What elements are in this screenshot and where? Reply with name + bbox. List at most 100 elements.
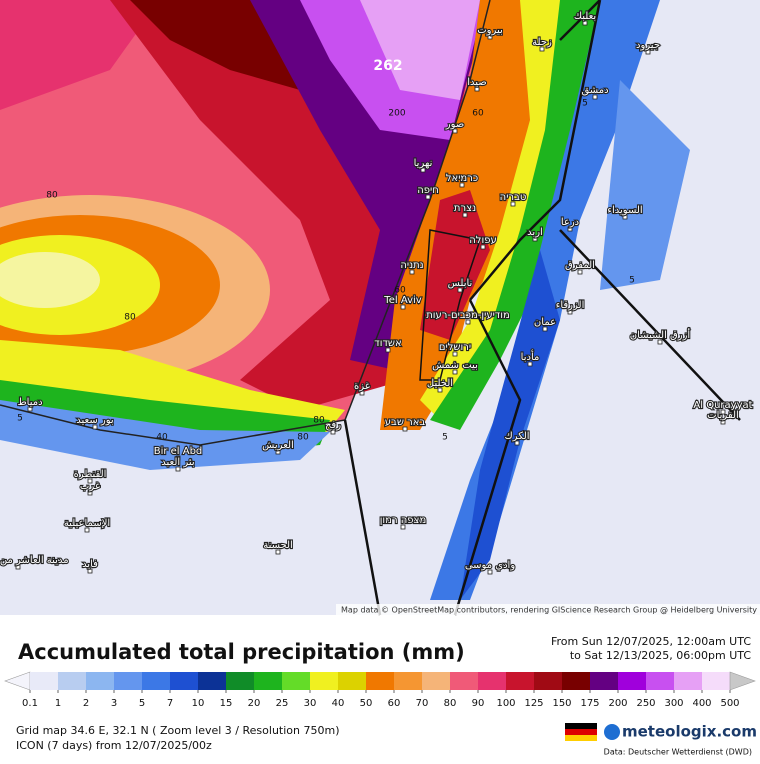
bar-arrow-low <box>4 671 31 691</box>
place-dot <box>457 287 463 293</box>
color-cell <box>114 672 143 690</box>
place-label: درعا <box>561 217 579 228</box>
place-dot <box>400 304 406 310</box>
place-label: دمياط <box>17 397 42 408</box>
place-dot <box>92 424 98 430</box>
place-label: الكرك <box>504 431 529 442</box>
place-dot <box>437 387 443 393</box>
place-label: دمشق <box>581 85 608 96</box>
model-info: ICON (7 days) from 12/07/2025/00z <box>16 739 212 752</box>
place-label: Al Qurayyat <box>693 400 752 411</box>
place-dot <box>330 429 336 435</box>
place-label: بيت شمش <box>432 360 478 371</box>
contour-label: 262 <box>373 58 402 74</box>
place-label: زحلة <box>532 37 552 48</box>
place-dot <box>542 326 548 332</box>
place-label: מודיעין-מכבים-רעות <box>426 310 510 321</box>
legend-tick-label: 40 <box>332 698 345 709</box>
legend-tick-label: 5 <box>139 698 145 709</box>
place-label: نهريا <box>414 158 433 169</box>
place-label: المفرق <box>565 260 595 271</box>
contour-label: 5 <box>582 99 588 109</box>
place-label: فايد <box>82 559 98 570</box>
contour-label: 60 <box>394 286 406 296</box>
legend-tick-label: 70 <box>416 698 429 709</box>
place-label: صور <box>445 119 465 130</box>
place-dot <box>87 478 93 484</box>
place-label: نابلس <box>448 278 473 289</box>
bar-arrow-high <box>729 671 756 691</box>
place-label: באר שבע <box>385 417 426 428</box>
place-dot <box>487 569 493 575</box>
place-dot <box>459 182 465 188</box>
place-dot <box>452 128 458 134</box>
place-dot <box>15 564 21 570</box>
place-label: כרמיאל <box>446 173 478 184</box>
legend-tick-label: 175 <box>580 698 599 709</box>
place-dot <box>452 351 458 357</box>
place-dot <box>657 339 663 345</box>
legend-tick-label: 300 <box>664 698 683 709</box>
legend-tick-label: 7 <box>167 698 173 709</box>
place-label: Bir el Abd <box>154 446 203 457</box>
place-label: صيدا <box>467 77 487 88</box>
place-dot <box>409 269 415 275</box>
contour-label: 80 <box>124 313 136 323</box>
place-dot <box>87 490 93 496</box>
color-cell <box>590 672 619 690</box>
place-label: נצרת <box>454 203 476 214</box>
contour-label: 80 <box>46 191 58 201</box>
place-label: أزرق الشيشان <box>630 328 691 341</box>
place-label: الخليل <box>427 378 453 389</box>
legend-tick-label: 125 <box>524 698 543 709</box>
legend-tick-label: 150 <box>552 698 571 709</box>
legend-tick-label: 3 <box>111 698 117 709</box>
place-dot <box>622 214 628 220</box>
place-dot <box>592 94 598 100</box>
source: Data: Deutscher Wetterdienst (DWD) <box>604 748 752 757</box>
color-cell <box>226 672 255 690</box>
place-label: غزة <box>354 381 370 392</box>
place-label: القريات <box>707 410 739 421</box>
place-dot <box>582 20 588 26</box>
place-label: الإسماعيلية <box>64 518 110 529</box>
place-label: بئر العبد <box>161 457 194 468</box>
contour-label: 5 <box>629 276 635 286</box>
place-dot <box>425 194 431 200</box>
contour-label: 60 <box>472 109 484 119</box>
place-dot <box>275 449 281 455</box>
place-label: טבריה <box>500 192 527 203</box>
brand: meteologix.com <box>622 723 757 741</box>
legend-tick-label: 80 <box>444 698 457 709</box>
place-dot <box>645 49 651 55</box>
legend-tick-label: 30 <box>304 698 317 709</box>
place-dot <box>175 466 181 472</box>
color-cell <box>534 672 563 690</box>
place-dot <box>480 244 486 250</box>
place-dot <box>532 236 538 242</box>
color-cell <box>198 672 227 690</box>
legend-tick-label: 250 <box>636 698 655 709</box>
color-cell <box>450 672 479 690</box>
place-label: بور سعيد <box>76 415 113 426</box>
color-cell <box>254 672 283 690</box>
legend-tick-label: 200 <box>608 698 627 709</box>
contour-label: 200 <box>388 109 405 119</box>
place-label: السويداء <box>607 205 642 216</box>
color-cell <box>562 672 591 690</box>
period-to: to Sat 12/13/2025, 06:00pm UTC <box>570 649 751 662</box>
legend-tick-label: 0.1 <box>22 698 38 709</box>
color-cell <box>366 672 395 690</box>
legend-tick-label: 60 <box>388 698 401 709</box>
place-dot <box>402 426 408 432</box>
color-cell <box>282 672 311 690</box>
legend-tick-label: 100 <box>496 698 515 709</box>
place-dot <box>275 549 281 555</box>
title: Accumulated total precipitation (mm) <box>18 640 465 664</box>
color-cell <box>646 672 675 690</box>
place-label: بعلبك <box>574 11 596 22</box>
place-label: الحسنة <box>263 540 293 551</box>
color-cell <box>702 672 731 690</box>
color-cell <box>310 672 339 690</box>
